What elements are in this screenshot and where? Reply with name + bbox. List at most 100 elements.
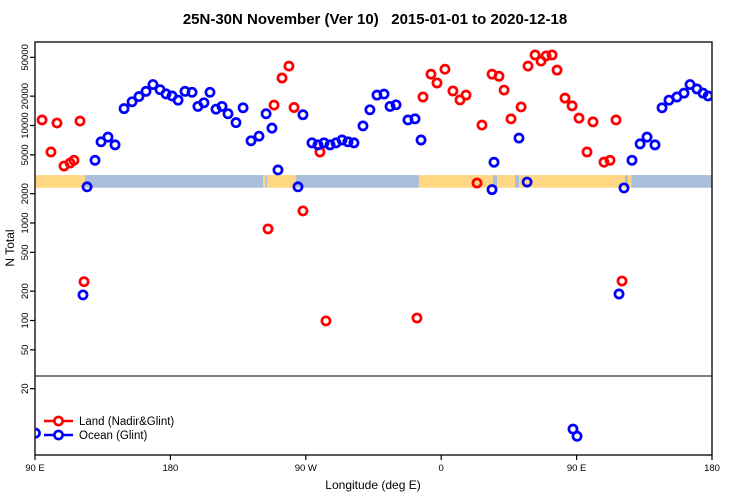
data-point-ocean xyxy=(204,86,216,98)
data-point-ocean xyxy=(384,100,396,112)
surface-band-segment-ocean xyxy=(296,175,419,188)
data-point-ocean xyxy=(253,130,265,142)
data-point-land xyxy=(515,101,527,113)
y-tick-label: 20000 xyxy=(20,83,31,109)
data-point-ocean xyxy=(415,134,427,146)
data-point-land xyxy=(551,64,563,76)
data-point-ocean xyxy=(186,86,198,98)
data-point-ocean xyxy=(172,94,184,106)
data-point-land xyxy=(297,205,309,217)
data-point-land xyxy=(505,113,517,125)
data-point-land xyxy=(587,116,599,128)
y-tick-label: 100 xyxy=(20,313,31,329)
data-point-ocean xyxy=(390,99,402,111)
data-point-land xyxy=(529,49,541,61)
data-point-ocean xyxy=(318,137,330,149)
legend-marker-land xyxy=(53,415,64,427)
data-point-ocean xyxy=(357,120,369,132)
data-point-ocean xyxy=(95,136,107,148)
data-point-ocean xyxy=(292,181,304,193)
chart-title: 25N-30N November (Ver 10) 2015-01-01 to … xyxy=(182,11,568,28)
data-point-ocean xyxy=(364,104,376,116)
data-point-ocean xyxy=(89,154,101,166)
data-point-ocean xyxy=(147,79,159,91)
y-tick-label: 1000 xyxy=(20,212,31,233)
data-point-ocean xyxy=(571,430,583,442)
surface-band-segment-ocean xyxy=(515,175,519,188)
surface-band-segment-ocean xyxy=(625,175,629,188)
data-point-ocean xyxy=(133,91,145,103)
data-point-land xyxy=(598,156,610,168)
data-point-ocean xyxy=(486,184,498,196)
data-point-land xyxy=(417,91,429,103)
data-point-ocean xyxy=(649,139,661,151)
x-tick-label: 90 W xyxy=(295,463,317,474)
data-point-ocean xyxy=(488,156,500,168)
y-tick-label: 5000 xyxy=(20,144,31,165)
data-point-land xyxy=(471,177,483,189)
data-point-ocean xyxy=(678,87,690,99)
surface-band-segment-land xyxy=(266,175,297,188)
data-point-land xyxy=(559,92,571,104)
data-point-ocean xyxy=(77,289,89,301)
data-point-land xyxy=(460,89,472,101)
data-point-ocean xyxy=(342,136,354,148)
data-point-land xyxy=(276,72,288,84)
data-point-land xyxy=(610,114,622,126)
data-point-ocean xyxy=(626,154,638,166)
surface-band-segment-land xyxy=(497,175,516,188)
data-point-ocean xyxy=(306,137,318,149)
surface-band-segment-ocean xyxy=(265,175,267,188)
data-point-land xyxy=(45,146,57,158)
data-point-ocean xyxy=(618,182,630,194)
data-point-ocean xyxy=(140,85,152,97)
x-tick-label: 180 xyxy=(162,463,178,474)
data-point-ocean xyxy=(348,137,360,149)
data-point-ocean xyxy=(297,109,309,121)
data-point-land xyxy=(573,112,585,124)
data-point-land xyxy=(493,70,505,82)
y-tick-label: 50000 xyxy=(20,44,31,70)
data-point-ocean xyxy=(513,132,525,144)
data-point-land xyxy=(546,49,558,61)
data-point-ocean xyxy=(521,176,533,188)
data-point-land xyxy=(283,60,295,72)
x-tick-label: 0 xyxy=(439,463,444,474)
data-point-ocean xyxy=(409,113,421,125)
x-tick-label: 180 xyxy=(704,463,720,474)
data-point-land xyxy=(604,154,616,166)
data-point-ocean xyxy=(324,139,336,151)
data-point-ocean xyxy=(272,164,284,176)
legend-label-ocean: Ocean (Glint) xyxy=(79,430,148,442)
data-point-ocean xyxy=(230,117,242,129)
surface-band-segment-ocean xyxy=(631,175,712,188)
surface-band xyxy=(35,175,712,188)
data-point-ocean xyxy=(641,131,653,143)
data-point-ocean xyxy=(198,97,210,109)
x-tick-label: 90 E xyxy=(25,463,45,474)
data-point-land xyxy=(498,84,510,96)
data-point-land xyxy=(262,223,274,235)
data-point-land xyxy=(288,102,300,113)
y-tick-label: 200 xyxy=(20,283,31,299)
data-point-land xyxy=(78,276,90,288)
legend: Land (Nadir&Glint) Ocean (Glint) xyxy=(44,415,174,442)
data-point-land xyxy=(439,63,451,75)
data-point-ocean xyxy=(126,96,138,108)
data-point-land xyxy=(540,50,552,62)
axes: 20 50 100 200 500 1000 2000 5000 10000 20000 50000… xyxy=(20,41,720,474)
y-tick-label: 10000 xyxy=(20,112,31,138)
y-tick-label: 500 xyxy=(20,244,31,260)
surface-band-segment-land xyxy=(263,175,266,188)
data-point-land xyxy=(566,100,578,112)
data-point-land xyxy=(431,77,443,89)
x-tick-label: 90 E xyxy=(567,463,587,474)
legend-label-land: Land (Nadir&Glint) xyxy=(79,416,174,428)
data-point-ocean xyxy=(245,135,257,147)
surface-band-segment-land xyxy=(518,175,626,188)
y-tick-label: 20 xyxy=(20,383,31,394)
data-point-ocean xyxy=(613,288,625,300)
surface-band-segment-land xyxy=(35,175,85,188)
